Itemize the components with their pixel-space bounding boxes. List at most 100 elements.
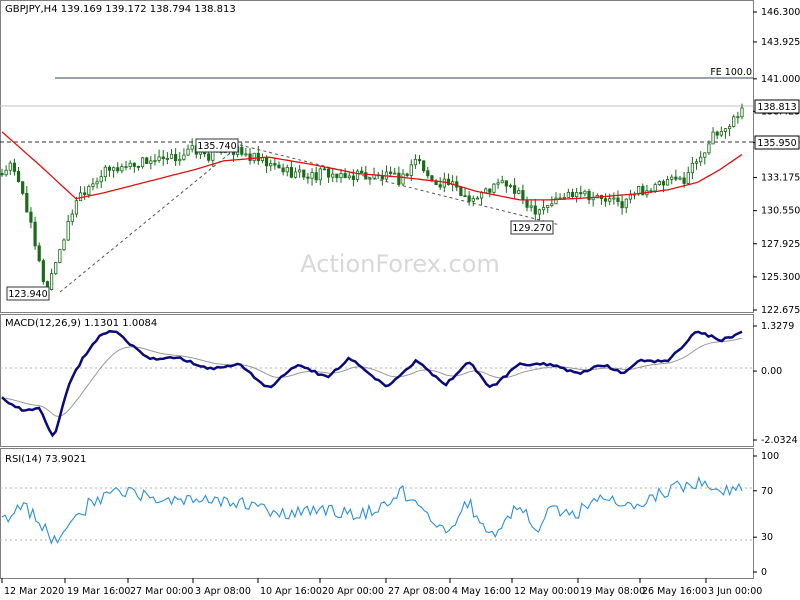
candle <box>335 173 339 183</box>
candle <box>240 141 244 157</box>
candle <box>703 152 707 165</box>
candle <box>541 200 546 215</box>
candle <box>33 216 37 250</box>
price-panel-title: GBPJPY,H4 139.169 139.172 138.794 138.81… <box>5 4 236 15</box>
candle <box>318 167 322 186</box>
candle <box>41 258 45 285</box>
macd-panel-title: MACD(12,26,9) 1.1301 1.0084 <box>5 318 157 329</box>
price-y-axis: 146.300143.925141.000138.425135.950133.1… <box>753 7 800 316</box>
watermark: ActionForex.com <box>300 250 500 278</box>
x-tick-label: 3 Jun 00:00 <box>708 586 762 597</box>
candle <box>583 189 587 197</box>
candle <box>107 165 112 177</box>
candle <box>616 190 620 207</box>
candle <box>25 186 29 213</box>
candle <box>674 169 678 182</box>
candle <box>484 187 488 194</box>
candle <box>686 166 690 184</box>
macd-signal-line <box>1 337 743 417</box>
price-tick-label: 133.175 <box>761 173 800 184</box>
candle <box>409 159 413 182</box>
candle <box>405 172 409 178</box>
candle <box>690 157 694 179</box>
candle <box>694 158 699 170</box>
x-tick-label: 19 Mar 16:00 <box>67 586 130 597</box>
candle <box>364 165 368 180</box>
candle <box>269 159 273 171</box>
candle <box>500 175 504 184</box>
candle <box>190 138 194 153</box>
annotation-low: 123.940 <box>6 286 50 301</box>
candle <box>331 168 335 183</box>
candle <box>74 196 79 218</box>
candle <box>620 194 624 215</box>
candle <box>355 169 360 182</box>
candle <box>504 180 508 193</box>
candle <box>570 188 575 200</box>
candle <box>537 208 542 220</box>
candle <box>678 175 682 181</box>
candle <box>732 114 736 128</box>
candle <box>161 150 165 166</box>
candle <box>62 238 66 252</box>
candle <box>612 192 616 205</box>
candle <box>293 167 298 179</box>
svg-text:135.740: 135.740 <box>197 141 236 152</box>
candle <box>550 196 554 208</box>
candle <box>508 183 513 189</box>
macd-tick-label: 0.00 <box>761 366 782 377</box>
candle <box>608 193 612 206</box>
rsi-tick-label: 70 <box>761 486 773 497</box>
fe-label: FE 100.0 <box>710 67 752 78</box>
candle <box>248 148 252 165</box>
candle <box>4 165 8 177</box>
svg-text:129.270: 129.270 <box>512 223 551 234</box>
price-panel-frame <box>0 0 754 313</box>
rsi-tick-label: 0 <box>761 567 767 578</box>
trendline-lower <box>59 144 241 293</box>
candle <box>21 181 25 196</box>
candle <box>136 165 141 171</box>
candle <box>479 191 484 206</box>
candle <box>124 161 128 171</box>
macd-line <box>1 329 743 438</box>
svg-text:135.950: 135.950 <box>757 138 796 149</box>
x-tick-label: 20 Apr 00:00 <box>322 586 384 597</box>
candle <box>186 144 190 156</box>
price-tick-label: 127.925 <box>761 239 800 250</box>
candle <box>715 130 719 140</box>
rsi-line <box>1 475 743 545</box>
candle <box>417 155 422 165</box>
candle <box>99 170 103 189</box>
x-tick-label: 12 May 00:00 <box>514 586 579 597</box>
candle <box>281 163 285 176</box>
candle <box>70 209 74 226</box>
candle <box>360 166 364 174</box>
candle <box>575 188 579 203</box>
candle <box>422 160 426 174</box>
candle <box>91 177 95 191</box>
candle <box>140 156 145 169</box>
x-tick-label: 3 Apr 08:00 <box>195 586 251 597</box>
candle <box>244 148 248 157</box>
moving-average-line <box>1 131 743 201</box>
candle <box>12 158 17 176</box>
candle <box>670 174 674 185</box>
candle <box>149 156 153 170</box>
price-tick-label: 122.675 <box>761 305 800 316</box>
candle <box>95 177 99 189</box>
candle <box>145 156 149 165</box>
price-tick-label: 141.000 <box>761 74 800 85</box>
candle <box>546 205 550 213</box>
price-tick-label: 130.550 <box>761 206 800 217</box>
candle <box>289 161 293 179</box>
candle <box>380 169 384 186</box>
candle <box>488 188 492 198</box>
candle <box>471 195 475 207</box>
candle <box>496 178 500 189</box>
candle <box>298 164 302 178</box>
candle <box>116 162 120 174</box>
candle <box>707 140 711 155</box>
x-tick-label: 10 Apr 16:00 <box>260 586 322 597</box>
svg-text:138.813: 138.813 <box>757 102 796 113</box>
